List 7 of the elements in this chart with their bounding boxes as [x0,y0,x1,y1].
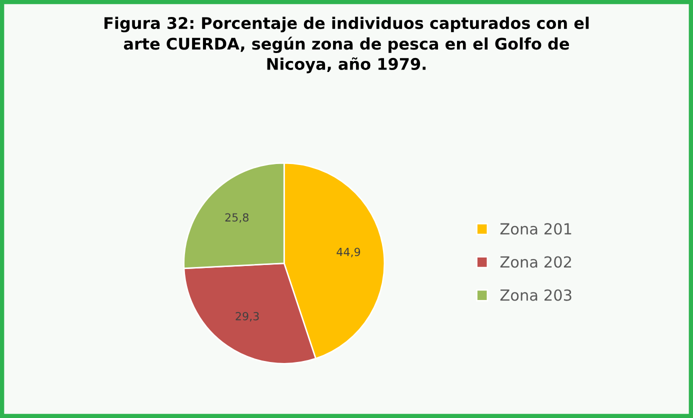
legend-label: Zona 202 [500,256,572,268]
data-label: 25,8 [225,213,248,223]
legend-label: Zona 203 [500,289,572,301]
chart-title: Figura 32: Porcentaje de individuos capturados con el arte CUERDA, según zona de pesca en el Golfo de Nicoya, año 1979. [104,16,589,74]
data-label: 29,3 [236,312,259,322]
legend-label: Zona 201 [500,223,572,235]
data-label: 44,9 [336,248,360,258]
